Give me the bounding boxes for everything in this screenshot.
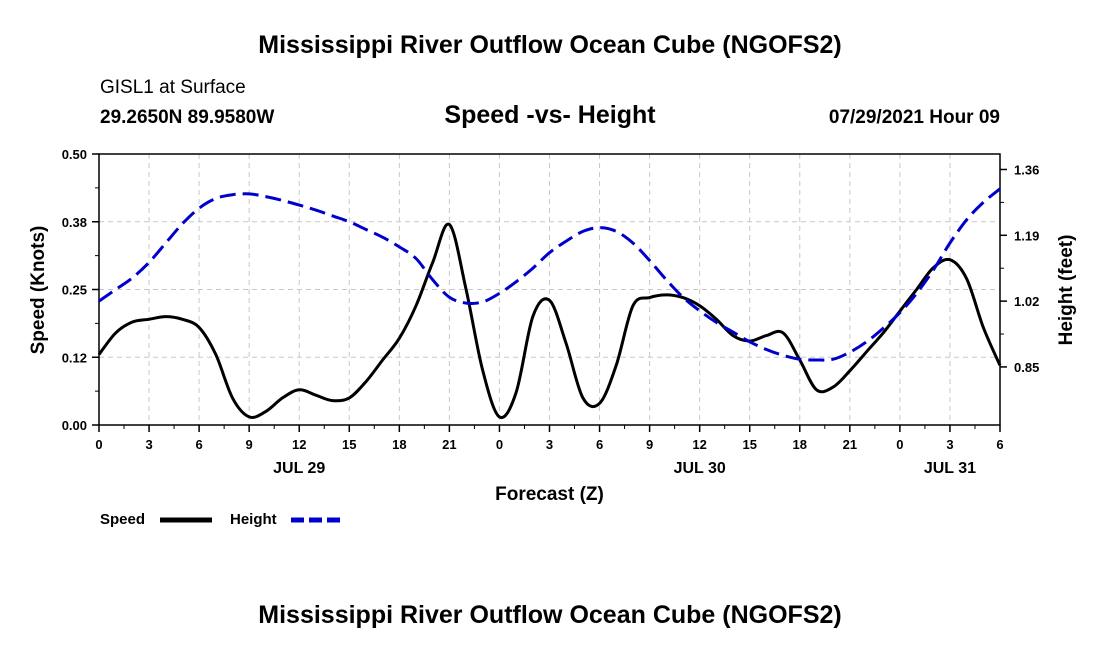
axes — [92, 153, 1007, 432]
x-tick-label: 0 — [95, 437, 102, 452]
plot-frame — [98, 153, 1001, 426]
chart-subtitle: Speed -vs- Height — [444, 101, 656, 129]
legend: Speed Height — [100, 511, 343, 528]
forecast-datetime: 07/29/2021 Hour 09 — [828, 107, 1000, 128]
legend-label-speed: Speed — [100, 511, 145, 528]
x-tick-label: 12 — [692, 437, 706, 452]
height-series-line — [98, 187, 1001, 362]
chart-title: Mississippi River Outflow Ocean Cube (NG… — [258, 31, 842, 59]
x-tick-label: 0 — [496, 437, 503, 452]
legend-label-height: Height — [230, 511, 277, 528]
x-tick-label: 6 — [996, 437, 1003, 452]
y-tick-label: 0.25 — [62, 283, 87, 298]
x-tick-label: 15 — [342, 437, 356, 452]
x-axis-title: Forecast (Z) — [495, 484, 604, 505]
x-tick-label: 0 — [896, 437, 903, 452]
y-tick-label: 0.12 — [62, 350, 87, 365]
series — [97, 187, 1002, 420]
y-tick-label: 0.00 — [62, 418, 87, 433]
x-tick-label: 18 — [793, 437, 807, 452]
x-tick-label: 18 — [392, 437, 406, 452]
x-tick-label: 15 — [742, 437, 756, 452]
footer-title: Mississippi River Outflow Ocean Cube (NG… — [258, 601, 842, 629]
date-label: JUL 30 — [674, 460, 726, 477]
x-tick-label: 9 — [246, 437, 253, 452]
y2-tick-label: 1.02 — [1014, 294, 1039, 309]
labels: 0 3 6 9 12 15 18 21 0 3 6 9 12 15 18 21 0 3 6 0.00 0.12 0.25 0… — [28, 147, 1077, 505]
x-tick-label: 21 — [843, 437, 857, 452]
y-axis-title: Speed (Knots) — [28, 226, 49, 355]
station-label: GISL1 at Surface — [100, 77, 246, 98]
coordinates-label: 29.2650N 89.9580W — [100, 107, 275, 128]
speed-series-line — [97, 222, 1002, 420]
x-tick-label: 6 — [195, 437, 202, 452]
x-tick-label: 6 — [596, 437, 603, 452]
x-tick-label: 21 — [442, 437, 456, 452]
x-tick-label: 3 — [546, 437, 553, 452]
date-label: JUL 29 — [273, 460, 325, 477]
y2-tick-label: 1.19 — [1014, 228, 1039, 243]
x-tick-label: 3 — [946, 437, 953, 452]
grid — [99, 154, 1000, 425]
y2-tick-label: 0.85 — [1014, 360, 1039, 375]
y2-axis-title: Height (feet) — [1056, 235, 1077, 346]
y-tick-label: 0.50 — [62, 147, 87, 162]
y2-tick-label: 1.36 — [1014, 162, 1039, 177]
x-tick-label: 9 — [646, 437, 653, 452]
x-tick-label: 12 — [292, 437, 306, 452]
x-tick-label: 3 — [145, 437, 152, 452]
y-tick-label: 0.38 — [62, 215, 87, 230]
date-label: JUL 31 — [924, 460, 976, 477]
